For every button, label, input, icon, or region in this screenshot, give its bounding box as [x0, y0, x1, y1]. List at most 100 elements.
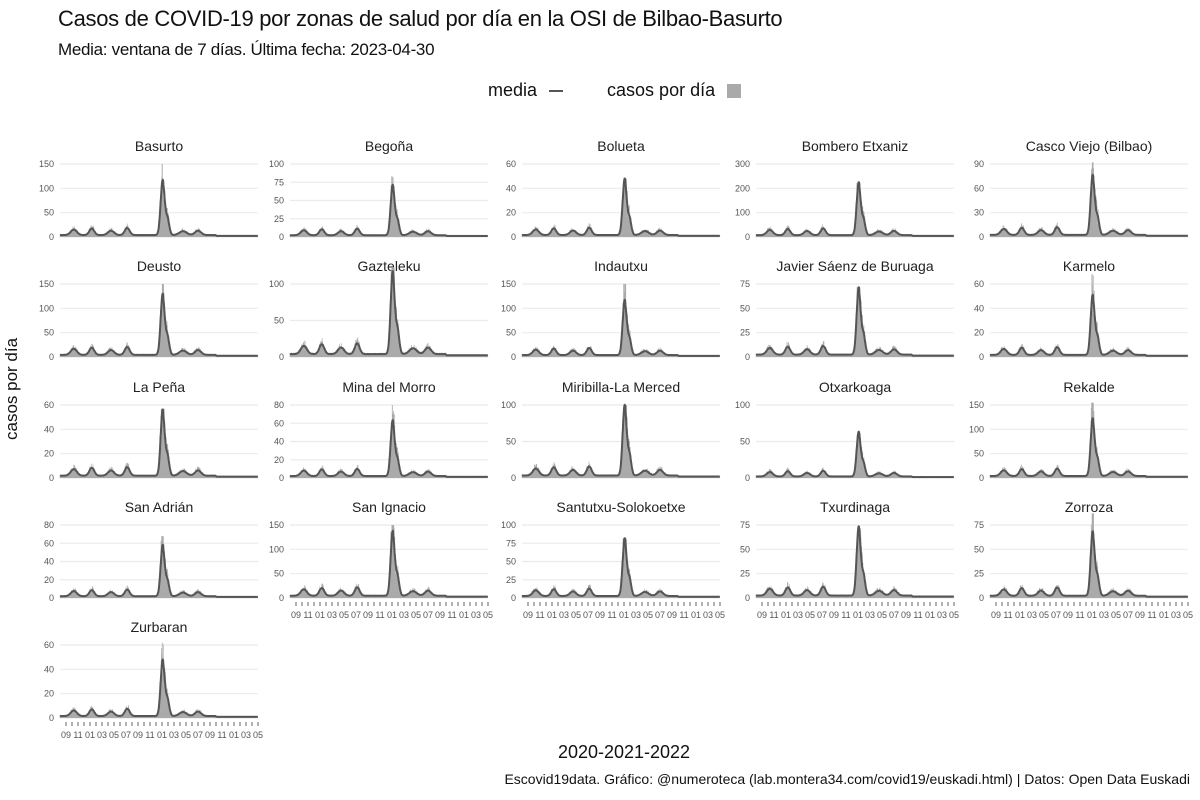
y-tick-label: 75	[506, 538, 516, 548]
y-tick-label: 150	[501, 279, 516, 289]
x-tick-label: 09	[523, 610, 533, 620]
y-tick-label: 60	[274, 418, 284, 428]
x-tick-label: 09	[991, 610, 1001, 620]
y-tick-label: 100	[501, 400, 516, 410]
panel: La Peña 0 20 40 60	[44, 379, 259, 483]
x-tick-label: 09	[757, 610, 767, 620]
y-tick-label: 300	[735, 159, 750, 169]
panel-title: Txurdinaga	[820, 499, 890, 515]
x-tick-label: 01	[387, 610, 397, 620]
media-line	[521, 403, 721, 478]
media-line	[521, 298, 721, 357]
x-tick-label: 03	[559, 610, 569, 620]
x-tick-label: 05	[483, 610, 493, 620]
panel-title: Rekalde	[1063, 379, 1115, 395]
x-tick-label: 11	[73, 730, 82, 740]
x-tick-label: 05	[1039, 610, 1049, 620]
y-tick-label: 150	[39, 279, 54, 289]
panel-title: Miribilla-La Merced	[562, 379, 680, 395]
y-tick-label: 80	[44, 520, 54, 530]
panel: Rekalde 0 50 100 150	[969, 379, 1189, 483]
y-tick-label: 60	[974, 183, 984, 193]
y-tick-label: 50	[740, 437, 750, 447]
x-tick-label: 03	[937, 610, 947, 620]
x-tick-label: 05	[411, 610, 421, 620]
panel: Basurto 0 50 100 150	[39, 138, 259, 242]
y-tick-label: 100	[969, 424, 984, 434]
y-tick-label: 40	[274, 437, 284, 447]
y-tick-label: 20	[274, 455, 284, 465]
x-tick-label: 07	[351, 610, 361, 620]
x-tick-label: 07	[423, 610, 433, 620]
x-tick-label: 11	[913, 610, 922, 620]
x-tick-label: 03	[97, 730, 107, 740]
x-tick-label: 05	[109, 730, 119, 740]
y-tick-label: 200	[735, 183, 750, 193]
x-tick-label: 05	[715, 610, 725, 620]
legend-media-line-icon	[549, 89, 564, 92]
y-tick-label: 20	[44, 575, 54, 585]
chart-subtitle: Media: ventana de 7 días. Última fecha: …	[58, 40, 435, 59]
x-tick-label: 09	[1135, 610, 1145, 620]
y-tick-label: 0	[511, 473, 516, 483]
x-tick-label: 05	[1111, 610, 1121, 620]
x-tick-label: 03	[1027, 610, 1037, 620]
panel: Casco Viejo (Bilbao) 0 30 60 90	[974, 138, 1189, 242]
panel: Indautxu 0 50 100 150	[501, 258, 721, 362]
x-tick-label: 03	[399, 610, 409, 620]
y-tick-label: 50	[274, 316, 284, 326]
x-tick-label: 09	[595, 610, 605, 620]
y-tick-label: 50	[974, 449, 984, 459]
panel: Gazteleku 0 50 100	[269, 258, 489, 362]
media-line	[59, 543, 259, 598]
x-tick-label: 03	[169, 730, 179, 740]
y-tick-label: 75	[974, 520, 984, 530]
x-tick-label: 11	[217, 730, 226, 740]
y-tick-label: 40	[44, 664, 54, 674]
y-tick-label: 40	[974, 303, 984, 313]
y-tick-label: 50	[274, 569, 284, 579]
x-tick-label: 01	[1015, 610, 1025, 620]
x-tick-label: 11	[1075, 610, 1084, 620]
panel-title: Javier Sáenz de Buruaga	[776, 258, 933, 274]
y-tick-label: 100	[269, 279, 284, 289]
x-tick-label: 03	[793, 610, 803, 620]
x-tick-label: 03	[703, 610, 713, 620]
x-tick-label: 11	[607, 610, 616, 620]
y-tick-label: 100	[39, 303, 54, 313]
x-tick-label: 01	[85, 730, 95, 740]
x-tick-label: 05	[571, 610, 581, 620]
media-line	[289, 529, 489, 598]
y-tick-label: 25	[740, 569, 750, 579]
y-tick-label: 0	[745, 232, 750, 242]
y-tick-label: 100	[501, 303, 516, 313]
y-tick-label: 40	[44, 424, 54, 434]
y-tick-label: 75	[740, 279, 750, 289]
x-tick-label: 03	[241, 730, 251, 740]
media-line	[989, 293, 1189, 357]
x-tick-label: 01	[619, 610, 629, 620]
panel-title: Karmelo	[1063, 258, 1115, 274]
y-tick-label: 50	[506, 437, 516, 447]
y-tick-label: 20	[44, 449, 54, 459]
x-tick-label: 05	[805, 610, 815, 620]
x-tick-label: 03	[471, 610, 481, 620]
y-tick-label: 0	[979, 232, 984, 242]
y-tick-label: 25	[974, 569, 984, 579]
media-line	[755, 286, 955, 357]
media-line	[989, 417, 1189, 478]
panel-title: Bombero Etxaniz	[802, 138, 909, 154]
x-tick-label: 01	[459, 610, 469, 620]
legend-media-label: media	[488, 80, 538, 100]
x-tick-label: 09	[205, 730, 215, 740]
y-tick-label: 0	[279, 593, 284, 603]
x-tick-label: 05	[339, 610, 349, 620]
y-tick-label: 0	[745, 352, 750, 362]
x-tick-label: 09	[829, 610, 839, 620]
panel-title: Indautxu	[594, 258, 648, 274]
y-tick-label: 100	[501, 520, 516, 530]
x-tick-label: 11	[375, 610, 384, 620]
